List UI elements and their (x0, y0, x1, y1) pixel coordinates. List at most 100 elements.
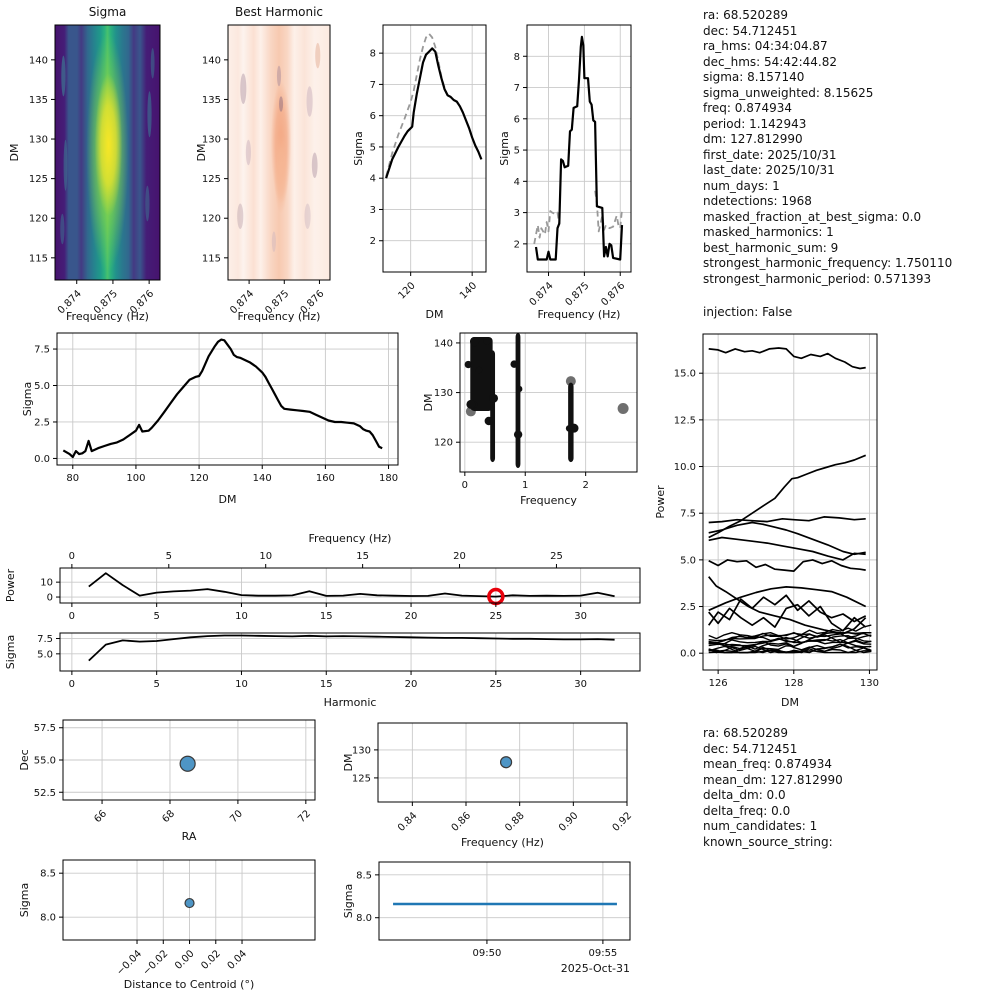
info-line: dec: 54.712451 (703, 741, 798, 756)
svg-text:20: 20 (405, 611, 418, 622)
info-line: period: 1.142943 (703, 116, 807, 131)
svg-text:0: 0 (462, 480, 468, 491)
svg-text:125: 125 (29, 174, 48, 185)
svg-text:130: 130 (434, 388, 453, 399)
info-line: mean_freq: 0.874934 (703, 757, 833, 771)
svg-text:8: 8 (370, 49, 376, 60)
svg-text:DM: DM (8, 144, 21, 162)
svg-text:15: 15 (356, 551, 369, 562)
svg-text:2: 2 (582, 480, 588, 491)
svg-text:5.0: 5.0 (37, 649, 53, 660)
svg-text:15.0: 15.0 (674, 369, 696, 380)
svg-text:4: 4 (514, 177, 520, 188)
svg-text:7: 7 (514, 83, 520, 94)
svg-text:Frequency (Hz): Frequency (Hz) (238, 310, 321, 323)
sigma-vs-dm-zoom-plot: 120 140 2 3 4 5 6 7 8 DM Sigma (352, 24, 487, 321)
dm-vs-freq-plot: 0.84 0.86 0.88 0.90 0.92 125 130 Frequency (Hz)… (342, 722, 635, 849)
svg-text:7.5: 7.5 (37, 634, 53, 645)
svg-text:2025-Oct-31: 2025-Oct-31 (561, 962, 630, 975)
svg-text:0.874: 0.874 (528, 280, 556, 308)
sigma-vs-harmonic-plot: 0 5 10 15 20 25 30 5.0 7.5 Harmonic Sigma (4, 632, 641, 709)
svg-text:Power: Power (4, 568, 17, 602)
svg-text:5.0: 5.0 (34, 381, 50, 392)
svg-text:0: 0 (47, 593, 53, 604)
svg-text:5: 5 (370, 142, 376, 153)
svg-text:25: 25 (489, 679, 502, 690)
svg-text:DM: DM (426, 308, 444, 321)
svg-text:2.5: 2.5 (34, 417, 50, 428)
svg-text:−0.02: −0.02 (141, 948, 170, 977)
svg-text:Sigma: Sigma (342, 884, 355, 918)
svg-text:0.90: 0.90 (557, 810, 581, 834)
svg-text:100: 100 (126, 473, 145, 484)
svg-text:4: 4 (370, 174, 376, 185)
svg-text:1: 1 (522, 480, 528, 491)
svg-text:70: 70 (228, 808, 245, 825)
svg-text:120: 120 (397, 280, 418, 301)
svg-text:20: 20 (405, 679, 418, 690)
svg-text:Frequency (Hz): Frequency (Hz) (538, 308, 621, 321)
info-line: strongest_harmonic_period: 0.571393 (703, 271, 932, 286)
svg-text:7: 7 (370, 80, 376, 91)
svg-text:8.0: 8.0 (40, 913, 56, 924)
info-line: best_harmonic_sum: 9 (703, 240, 839, 255)
info-line: mean_dm: 127.812990 (703, 772, 843, 787)
svg-text:5: 5 (153, 679, 159, 690)
svg-text:125: 125 (202, 174, 221, 185)
svg-text:Sigma: Sigma (18, 883, 31, 917)
svg-text:5: 5 (153, 611, 159, 622)
cluster-info-block: ra: 68.520289 dec: 54.712451 mean_freq: 0.… (703, 726, 843, 850)
svg-text:130: 130 (860, 678, 879, 689)
svg-text:0.84: 0.84 (396, 810, 420, 834)
svg-text:68: 68 (160, 808, 177, 825)
svg-text:30: 30 (574, 679, 587, 690)
svg-text:0: 0 (69, 551, 75, 562)
power-vs-dm-plot: 126 128 130 0.0 2.5 5.0 7.5 10.0 12.5 15.0 DM Power (654, 333, 879, 709)
svg-text:0.00: 0.00 (173, 948, 197, 972)
svg-text:52.5: 52.5 (34, 788, 56, 799)
info-line: dec: 54.712451 (703, 23, 798, 38)
svg-text:140: 140 (202, 55, 221, 66)
svg-text:8.5: 8.5 (40, 869, 56, 880)
svg-text:120: 120 (29, 214, 48, 225)
svg-text:125: 125 (352, 773, 371, 784)
svg-text:115: 115 (202, 253, 221, 264)
info-line: num_candidates: 1 (703, 819, 818, 833)
sigma-vs-distance-plot: −0.04−0.02 0.00 0.02 0.04 8.0 8.5 Distance to … (18, 859, 316, 991)
dec-vs-ra-plot: 66 68 70 72 52.5 55.0 57.5 RA Dec (18, 719, 316, 843)
svg-text:0.86: 0.86 (450, 810, 474, 834)
svg-text:120: 120 (190, 473, 209, 484)
info-line: ra: 68.520289 (703, 8, 789, 22)
svg-text:09:50: 09:50 (473, 948, 502, 959)
svg-text:5: 5 (514, 146, 520, 157)
svg-text:09:55: 09:55 (588, 948, 617, 959)
info-line: known_source_string: (703, 834, 833, 849)
svg-text:0.876: 0.876 (599, 280, 627, 308)
info-line: dm: 127.812990 (703, 132, 803, 146)
svg-text:6: 6 (514, 114, 520, 125)
svg-text:Sigma: Sigma (498, 131, 511, 165)
svg-text:DM: DM (342, 754, 355, 772)
svg-text:135: 135 (29, 95, 48, 106)
svg-text:5: 5 (166, 551, 172, 562)
svg-text:6: 6 (370, 111, 376, 122)
svg-text:0.92: 0.92 (611, 810, 635, 834)
svg-text:DM: DM (781, 696, 799, 709)
svg-text:180: 180 (379, 473, 398, 484)
svg-text:140: 140 (434, 338, 453, 349)
svg-text:12.5: 12.5 (674, 415, 696, 426)
svg-text:10: 10 (235, 611, 248, 622)
svg-text:140: 140 (253, 473, 272, 484)
info-line: sigma: 8.157140 (703, 70, 805, 84)
svg-text:Sigma: Sigma (4, 635, 17, 669)
svg-text:2: 2 (514, 239, 520, 250)
svg-text:15: 15 (320, 679, 333, 690)
svg-text:10: 10 (40, 578, 53, 589)
svg-text:Best Harmonic: Best Harmonic (235, 5, 323, 19)
svg-text:0: 0 (69, 679, 75, 690)
svg-text:0.02: 0.02 (199, 948, 223, 972)
svg-text:126: 126 (709, 678, 728, 689)
svg-text:20: 20 (453, 551, 466, 562)
svg-text:0.88: 0.88 (503, 810, 527, 834)
info-line: masked_harmonics: 1 (703, 225, 834, 239)
